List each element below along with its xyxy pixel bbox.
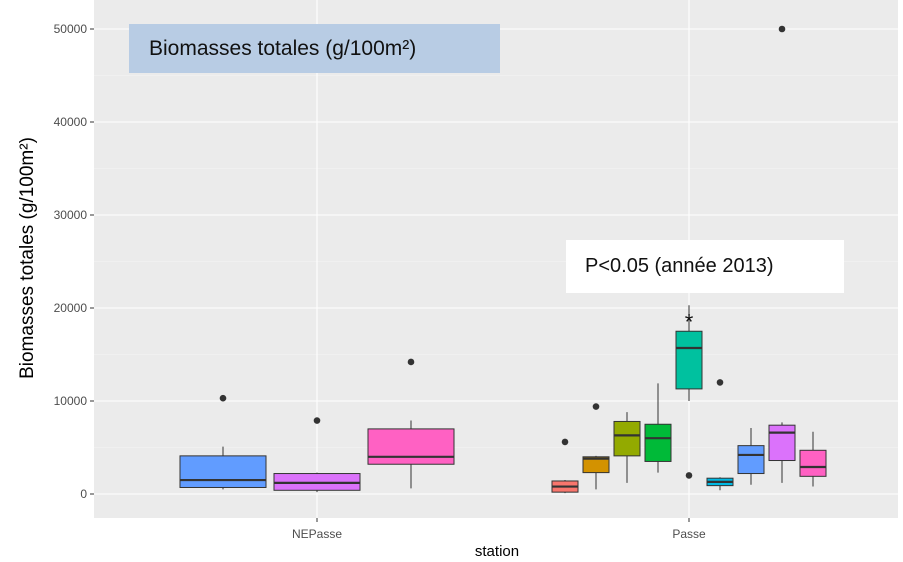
y-tick-label: 20000 [54, 301, 88, 315]
outlier-point [561, 438, 569, 446]
y-tick-label: 50000 [54, 22, 88, 36]
box-group [644, 383, 672, 473]
box-body [367, 428, 455, 465]
outlier-point [313, 417, 321, 424]
outlier-point [592, 403, 600, 410]
significance-star: * [685, 309, 694, 334]
box-group [367, 358, 455, 489]
box-body [613, 420, 641, 457]
chart-title-box: Biomasses totales (g/100m²) [129, 24, 500, 73]
box-group [737, 427, 765, 485]
y-tick-label: 40000 [54, 115, 88, 129]
box-group [613, 412, 641, 483]
x-axis: NEPasse Passe [292, 518, 706, 541]
outlier-point [219, 394, 227, 402]
box-groups: * [179, 25, 827, 494]
box-body [179, 455, 267, 488]
box-group [768, 25, 796, 483]
y-tick-label: 0 [80, 487, 87, 501]
significance-annotation: P<0.05 (année 2013) [585, 255, 774, 277]
outlier-point [778, 25, 786, 33]
y-axis-title: Biomasses totales (g/100m²) [17, 137, 38, 379]
box-group [273, 417, 361, 493]
significance-annotation-box: P<0.05 (année 2013) [566, 240, 844, 293]
outlier-point [407, 358, 415, 366]
box-body [675, 330, 703, 390]
box-group: * [675, 305, 703, 479]
y-tick-label: 30000 [54, 208, 88, 222]
box-group [799, 431, 827, 487]
box-body [737, 445, 765, 475]
outlier-point [685, 472, 693, 479]
box-group [179, 394, 267, 490]
box-group [706, 379, 734, 491]
box-body [768, 424, 796, 462]
box-group [582, 403, 610, 490]
box-body [582, 456, 610, 474]
box-body [799, 449, 827, 477]
x-tick-label: Passe [672, 527, 706, 541]
x-axis-title: station [475, 543, 519, 560]
x-tick-label: NEPasse [292, 527, 342, 541]
y-tick-label: 10000 [54, 394, 88, 408]
chart-title: Biomasses totales (g/100m²) [149, 36, 417, 60]
y-axis: 0 10000 20000 30000 40000 50000 [54, 22, 94, 501]
box-group [551, 438, 579, 494]
outlier-point [716, 379, 724, 386]
box-body [644, 423, 672, 462]
